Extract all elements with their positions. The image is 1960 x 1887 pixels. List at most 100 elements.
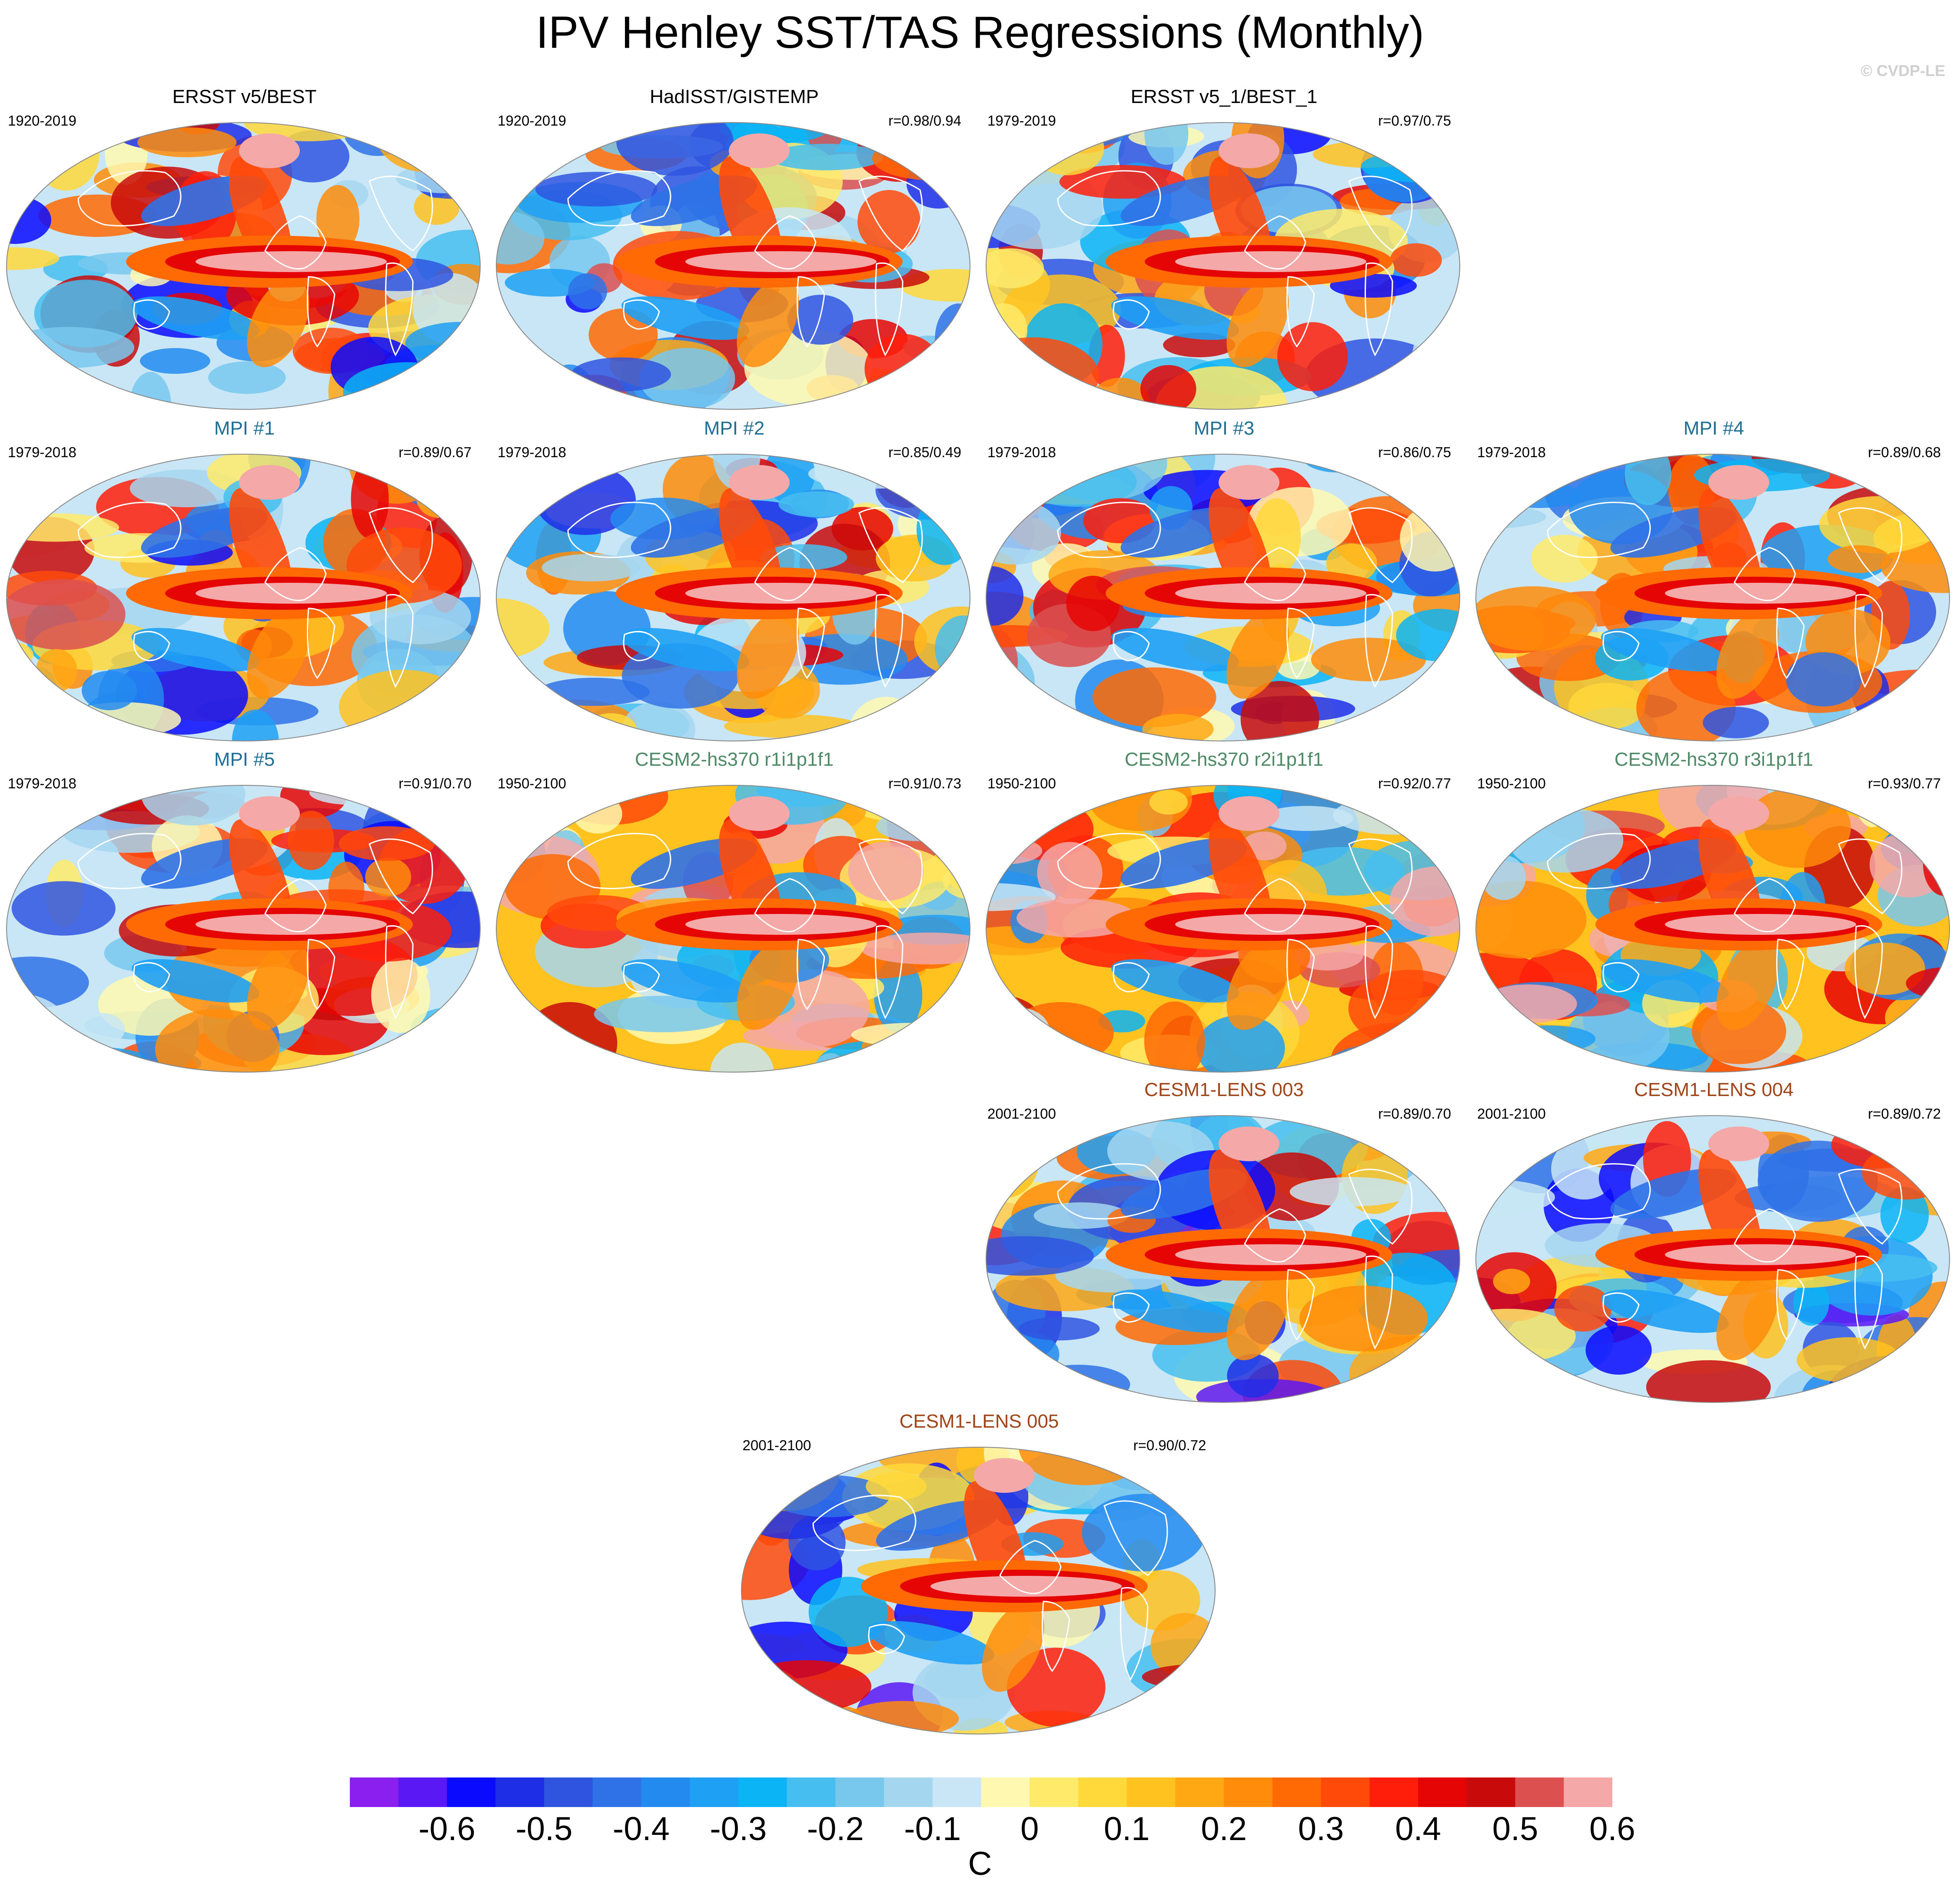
- panel-title: CESM1-LENS 003: [1144, 1079, 1304, 1100]
- panel-title: MPI #5: [214, 749, 275, 770]
- coastline: [567, 502, 671, 558]
- map-blob: [1508, 807, 1624, 873]
- map-blob: [7, 327, 135, 368]
- panel-title: ERSST v5/BEST: [172, 86, 317, 107]
- map-border: [496, 454, 970, 741]
- cold-anomaly: [866, 1621, 994, 1665]
- coastline: [1838, 838, 1903, 914]
- map-blob: [1176, 1705, 1215, 1734]
- map-blob: [913, 785, 970, 818]
- map-blob: [912, 377, 970, 409]
- map-blob: [1412, 323, 1460, 398]
- coastline: [1776, 939, 1805, 1010]
- map-blob: [1227, 1354, 1279, 1398]
- map-panel: CESM2-hs370 r2i1p1f1 1950-2100 r=0.92/0.77: [980, 747, 1468, 1078]
- coastline: [999, 1540, 1062, 1595]
- map-blob: [986, 1032, 1051, 1062]
- coastline: [1838, 1169, 1903, 1245]
- coastline: [1734, 1208, 1796, 1263]
- warm-core: [1219, 1126, 1279, 1161]
- map-blob: [857, 797, 970, 823]
- coastline: [875, 594, 904, 688]
- map-blob: [496, 212, 545, 265]
- map-blob: [1927, 795, 1950, 823]
- equatorial-warm-core: [685, 251, 877, 272]
- coastline: [1286, 608, 1315, 679]
- map-panel: CESM1-LENS 005 2001-2100 r=0.90/0.72: [735, 1409, 1224, 1740]
- panel-title: CESM2-hs370 r3i1p1f1: [1614, 749, 1814, 770]
- map-blob: [208, 361, 286, 394]
- coastline: [1776, 608, 1805, 679]
- warm-anomaly: [247, 609, 309, 699]
- panel-correlation: r=0.93/0.77: [1868, 775, 1941, 791]
- map-blob: [419, 454, 480, 478]
- warm-anomaly: [1226, 609, 1289, 699]
- map-blob: [1154, 1687, 1215, 1726]
- coastline: [307, 276, 336, 348]
- map-blob: [496, 693, 541, 735]
- map-blob: [1568, 683, 1646, 730]
- colorbar-segment: [835, 1777, 884, 1807]
- map-blob: [1030, 123, 1104, 176]
- coastline: [623, 299, 660, 330]
- map-blob: [541, 554, 641, 581]
- panel-years: 1979-2018: [498, 444, 566, 460]
- warm-core: [729, 796, 790, 831]
- map-blob: [14, 1046, 148, 1070]
- colorbar-segment: [1272, 1777, 1322, 1807]
- map-blob: [339, 670, 467, 741]
- cold-anomaly: [132, 296, 259, 340]
- panel-years: 1950-2100: [1477, 775, 1546, 791]
- coastline: [369, 176, 433, 252]
- map-blob: [1890, 1372, 1932, 1402]
- map-blob: [1026, 1365, 1130, 1402]
- map-blob: [768, 143, 884, 170]
- panel-correlation: r=0.91/0.70: [399, 775, 472, 791]
- panel-title: MPI #3: [1193, 418, 1255, 439]
- coastline: [307, 608, 336, 679]
- cold-anomaly: [1601, 959, 1729, 1003]
- colorbar-segment: [1321, 1777, 1370, 1807]
- panel-correlation: r=0.89/0.67: [399, 444, 472, 460]
- coastline: [133, 962, 170, 993]
- colorbar-tick-label: -0.3: [710, 1811, 767, 1847]
- coastline: [1734, 547, 1796, 601]
- map-blob: [1495, 1116, 1603, 1135]
- map-blob: [568, 273, 607, 309]
- equatorial-warm-core: [1665, 1244, 1856, 1265]
- coastline: [1244, 1208, 1306, 1263]
- map-blob: [571, 357, 671, 392]
- warm-anomaly: [737, 940, 799, 1030]
- coastline: [1602, 962, 1640, 993]
- coastline: [1057, 833, 1161, 889]
- map-panel: CESM1-LENS 003 2001-2100 r=0.89/0.70: [980, 1078, 1468, 1408]
- map-panel: CESM1-LENS 004 2001-2100 r=0.89/0.72: [1469, 1078, 1958, 1408]
- panel-correlation: r=0.98/0.94: [888, 113, 961, 129]
- warm-anomaly: [1716, 1271, 1779, 1360]
- equatorial-warm-core: [1175, 251, 1366, 272]
- map-blob: [496, 598, 550, 659]
- cold-anomaly: [1111, 296, 1239, 340]
- coastline: [264, 547, 327, 601]
- colorbar-tick-label: 0.1: [1103, 1811, 1150, 1847]
- map-border: [1475, 785, 1950, 1073]
- panel-title: MPI #2: [704, 418, 765, 439]
- warm-core: [1219, 133, 1279, 168]
- warm-anomaly: [737, 609, 799, 699]
- map-blob: [535, 172, 658, 207]
- cold-anomaly: [132, 959, 259, 1003]
- colorbar-segment: [495, 1777, 545, 1807]
- colorbar-segment: [884, 1777, 933, 1807]
- map-blob: [1531, 535, 1598, 583]
- coastline: [1244, 547, 1306, 601]
- warm-anomaly: [1226, 940, 1289, 1030]
- colorbar-segment: [1369, 1777, 1419, 1807]
- map-blob: [805, 123, 844, 156]
- map-blob: [764, 1715, 811, 1734]
- map-border: [6, 785, 481, 1073]
- warm-core: [1219, 465, 1279, 500]
- colorbar-tick-label: -0.2: [807, 1811, 864, 1847]
- map-blob: [808, 459, 942, 489]
- map-border: [986, 785, 1460, 1073]
- map-blob: [1897, 1116, 1950, 1155]
